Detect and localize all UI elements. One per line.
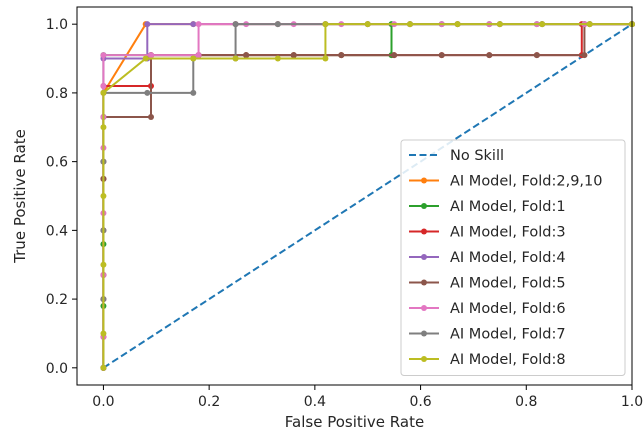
y-tick-label: 0.2: [46, 292, 68, 308]
series-no-skill: [102, 23, 633, 369]
legend-marker-ai-model-fold-1: [421, 203, 427, 209]
series-point-ai-model-fold-5: [148, 113, 154, 120]
series-point-ai-model-fold-8: [100, 124, 107, 131]
series-point-ai-model-fold-8: [496, 21, 503, 28]
y-tick-label: 0.8: [46, 86, 68, 102]
series-point-ai-model-fold-5: [486, 52, 493, 59]
y-tick-label: 0.0: [46, 361, 68, 377]
series-point-ai-model-fold-8: [364, 21, 371, 28]
y-axis-label: True Positive Rate: [11, 129, 29, 264]
series-point-ai-model-fold-4: [190, 21, 197, 28]
series-point-ai-model-fold-8: [454, 21, 461, 28]
x-tick-label: 0.4: [304, 394, 326, 410]
plot-lines: [100, 21, 635, 371]
legend-box: [400, 139, 626, 376]
legend-entry-ai-model-fold-6: AI Model, Fold:6: [409, 301, 566, 317]
series-point-ai-model-fold-5: [290, 52, 297, 59]
legend-label-ai-model-fold-4: AI Model, Fold:4: [450, 250, 566, 266]
axes: 0.0 0.2 0.4 0.6 0.8 1.0 0.0 0.2 0.4 0.6 0.8 1.0: [46, 6, 643, 410]
plot-frame: [76, 6, 633, 386]
series-point-ai-model-fold-8: [274, 55, 281, 62]
series-point-ai-model-fold-6: [195, 52, 202, 59]
series-line-no-skill: [102, 23, 633, 369]
series-point-ai-model-fold-6: [148, 52, 154, 59]
series-point-ai-model-fold-8: [232, 55, 239, 62]
series-point-ai-model-fold-5: [438, 52, 445, 59]
series-point-ai-model-fold-8: [190, 55, 197, 62]
legend-label-ai-model-fold-6: AI Model, Fold:6: [450, 301, 566, 317]
legend-entry-ai-model-fold-4: AI Model, Fold:4: [409, 250, 566, 266]
series-point-ai-model-fold-8: [407, 21, 413, 28]
legend-entry-ai-model-fold-2-9-10: AI Model, Fold:2,9,10: [409, 174, 603, 190]
series-point-ai-model-fold-5: [533, 52, 540, 59]
series-ai-model-fold-8: [100, 21, 635, 371]
series-point-ai-model-fold-8: [322, 21, 329, 28]
x-axis-label: False Positive Rate: [285, 413, 424, 431]
legend-entry-ai-model-fold-3: AI Model, Fold:3: [409, 225, 566, 241]
x-tick-label: 0.2: [198, 394, 220, 410]
legend-entry-ai-model-fold-5: AI Model, Fold:5: [409, 276, 566, 292]
series-point-ai-model-fold-7: [274, 21, 281, 28]
legend-label-no-skill: No Skill: [450, 148, 504, 164]
x-tick-label: 1.0: [621, 394, 643, 410]
legend-label-ai-model-fold-5: AI Model, Fold:5: [450, 276, 566, 292]
series-point-ai-model-fold-8: [100, 364, 107, 371]
legend-marker-ai-model-fold-4: [421, 254, 427, 260]
legend-entry-ai-model-fold-1: AI Model, Fold:1: [409, 199, 566, 215]
legend-marker-ai-model-fold-6: [421, 305, 427, 311]
series-point-ai-model-fold-6: [195, 21, 202, 28]
series-point-ai-model-fold-8: [100, 89, 107, 96]
series-point-ai-model-fold-8: [586, 21, 593, 28]
series-point-ai-model-fold-7: [190, 89, 197, 96]
y-tick-label: 0.6: [46, 155, 68, 171]
series-point-ai-model-fold-7: [144, 89, 151, 96]
legend-entry-no-skill: No Skill: [409, 148, 504, 164]
legend-label-ai-model-fold-3: AI Model, Fold:3: [450, 225, 566, 241]
legend-label-ai-model-fold-7: AI Model, Fold:7: [450, 327, 566, 343]
series-point-ai-model-fold-5: [243, 52, 250, 59]
series-point-ai-model-fold-5: [581, 52, 588, 59]
series-point-ai-model-fold-8: [100, 193, 107, 199]
legend-marker-ai-model-fold-5: [421, 279, 427, 286]
x-tick-label: 0.0: [92, 394, 114, 410]
legend-marker-ai-model-fold-2-9-10: [421, 177, 427, 184]
series-point-ai-model-fold-8: [539, 21, 546, 28]
x-tick-label: 0.8: [515, 394, 537, 410]
legend-marker-ai-model-fold-7: [421, 330, 427, 337]
legend-marker-ai-model-fold-3: [421, 228, 427, 235]
legend-label-ai-model-fold-2-9-10: AI Model, Fold:2,9,10: [450, 174, 603, 190]
legend-label-ai-model-fold-1: AI Model, Fold:1: [450, 199, 566, 215]
legend-marker-ai-model-fold-8: [421, 356, 427, 362]
legend-entry-ai-model-fold-7: AI Model, Fold:7: [409, 327, 566, 343]
x-tick-label: 0.6: [409, 394, 431, 410]
series-point-ai-model-fold-4: [144, 21, 151, 28]
y-tick-label: 0.4: [46, 223, 68, 239]
legend-entry-ai-model-fold-8: AI Model, Fold:8: [409, 352, 566, 368]
series-point-ai-model-fold-6: [100, 83, 107, 90]
series-point-ai-model-fold-8: [100, 261, 107, 268]
series-point-ai-model-fold-5: [391, 52, 398, 59]
series-point-ai-model-fold-8: [142, 55, 149, 62]
series-point-ai-model-fold-5: [338, 52, 345, 59]
legend: No Skill AI Model, Fold:2,9,10 AI Model, F…: [400, 139, 626, 376]
y-tick-label: 1.0: [46, 17, 68, 33]
series-point-ai-model-fold-8: [322, 55, 329, 62]
series-point-ai-model-fold-8: [100, 330, 107, 337]
series-point-ai-model-fold-7: [232, 21, 239, 28]
series-point-ai-model-fold-6: [100, 52, 107, 59]
legend-label-ai-model-fold-8: AI Model, Fold:8: [450, 352, 566, 368]
